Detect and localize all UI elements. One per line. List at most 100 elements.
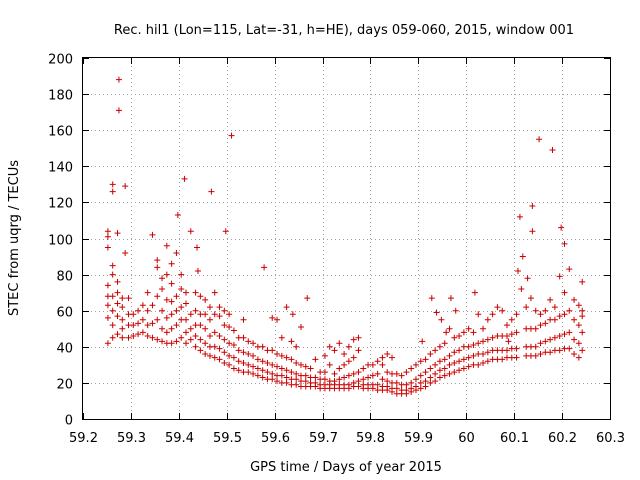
- data-point: [114, 331, 121, 338]
- data-point: [135, 320, 142, 327]
- x-tick-label: 59.2: [69, 431, 98, 446]
- data-point: [293, 370, 300, 377]
- data-point: [331, 378, 338, 385]
- data-point: [480, 325, 487, 332]
- data-point: [173, 307, 180, 314]
- data-point: [561, 311, 568, 318]
- data-point: [579, 307, 586, 314]
- data-point: [109, 271, 116, 278]
- data-point: [336, 376, 343, 383]
- data-point: [149, 231, 156, 238]
- data-point: [230, 365, 237, 372]
- data-point: [321, 376, 328, 383]
- data-point: [446, 325, 453, 332]
- data-point: [278, 372, 285, 379]
- data-point: [221, 307, 228, 314]
- data-point: [187, 228, 194, 235]
- data-point: [104, 228, 111, 235]
- chart-title: Rec. hil1 (Lon=115, Lat=-31, h=HE), days…: [114, 23, 574, 38]
- data-point: [168, 260, 175, 267]
- data-point: [422, 383, 429, 390]
- data-point: [104, 244, 111, 251]
- data-point: [326, 361, 333, 368]
- data-point: [144, 307, 151, 314]
- data-point: [109, 181, 116, 188]
- data-point: [532, 325, 539, 332]
- data-point: [304, 295, 311, 302]
- data-point: [331, 347, 338, 354]
- data-point: [174, 212, 181, 219]
- data-point: [109, 188, 116, 195]
- data-point: [505, 338, 512, 345]
- data-point: [240, 334, 247, 341]
- data-point: [532, 352, 539, 359]
- data-point: [293, 343, 300, 350]
- data-point: [465, 325, 472, 332]
- data-point: [274, 316, 281, 323]
- data-point: [527, 295, 534, 302]
- data-point: [419, 338, 426, 345]
- data-point: [350, 379, 357, 386]
- data-point: [513, 329, 520, 336]
- data-point: [471, 289, 478, 296]
- data-point: [259, 367, 266, 374]
- grid: [83, 58, 610, 419]
- data-point: [549, 147, 556, 154]
- data-point: [345, 372, 352, 379]
- data-point: [206, 304, 213, 311]
- data-point: [245, 369, 252, 376]
- data-point: [558, 224, 565, 231]
- data-point: [432, 378, 439, 385]
- data-point: [556, 313, 563, 320]
- data-point: [571, 351, 578, 358]
- data-point: [125, 295, 132, 302]
- data-point: [104, 302, 111, 309]
- data-point: [456, 358, 463, 365]
- data-point: [561, 240, 568, 247]
- data-point: [154, 264, 161, 271]
- data-point: [149, 320, 156, 327]
- data-point: [579, 278, 586, 285]
- data-point: [571, 336, 578, 343]
- data-point: [115, 107, 122, 114]
- data-point: [529, 228, 536, 235]
- data-point: [293, 381, 300, 388]
- data-point: [139, 316, 146, 323]
- data-point: [579, 329, 586, 336]
- data-point: [350, 336, 357, 343]
- data-point: [202, 325, 209, 332]
- data-point: [379, 376, 386, 383]
- data-point: [417, 385, 424, 392]
- data-point: [451, 349, 458, 356]
- data-point: [114, 278, 121, 285]
- data-point: [547, 349, 554, 356]
- data-point: [240, 360, 247, 367]
- data-point: [355, 378, 362, 385]
- data-point: [269, 370, 276, 377]
- data-point: [513, 354, 520, 361]
- data-point: [109, 293, 116, 300]
- y-axis-title: STEC from uqrg / TECUs: [7, 160, 22, 316]
- y-tick-label: 200: [48, 53, 73, 68]
- data-point: [451, 334, 458, 341]
- data-point: [384, 369, 391, 376]
- data-point: [197, 336, 204, 343]
- data-point: [109, 322, 116, 329]
- data-point: [341, 351, 348, 358]
- data-point: [556, 347, 563, 354]
- data-point: [211, 289, 218, 296]
- data-point: [178, 271, 185, 278]
- data-point: [178, 286, 185, 293]
- data-point: [369, 372, 376, 379]
- data-point: [183, 316, 190, 323]
- data-point: [519, 253, 526, 260]
- data-point: [422, 369, 429, 376]
- data-point: [163, 242, 170, 249]
- data-point: [489, 311, 496, 318]
- data-point: [436, 367, 443, 374]
- data-point: [202, 296, 209, 303]
- data-point: [288, 356, 295, 363]
- data-point: [355, 383, 362, 390]
- data-point: [489, 334, 496, 341]
- data-point: [436, 374, 443, 381]
